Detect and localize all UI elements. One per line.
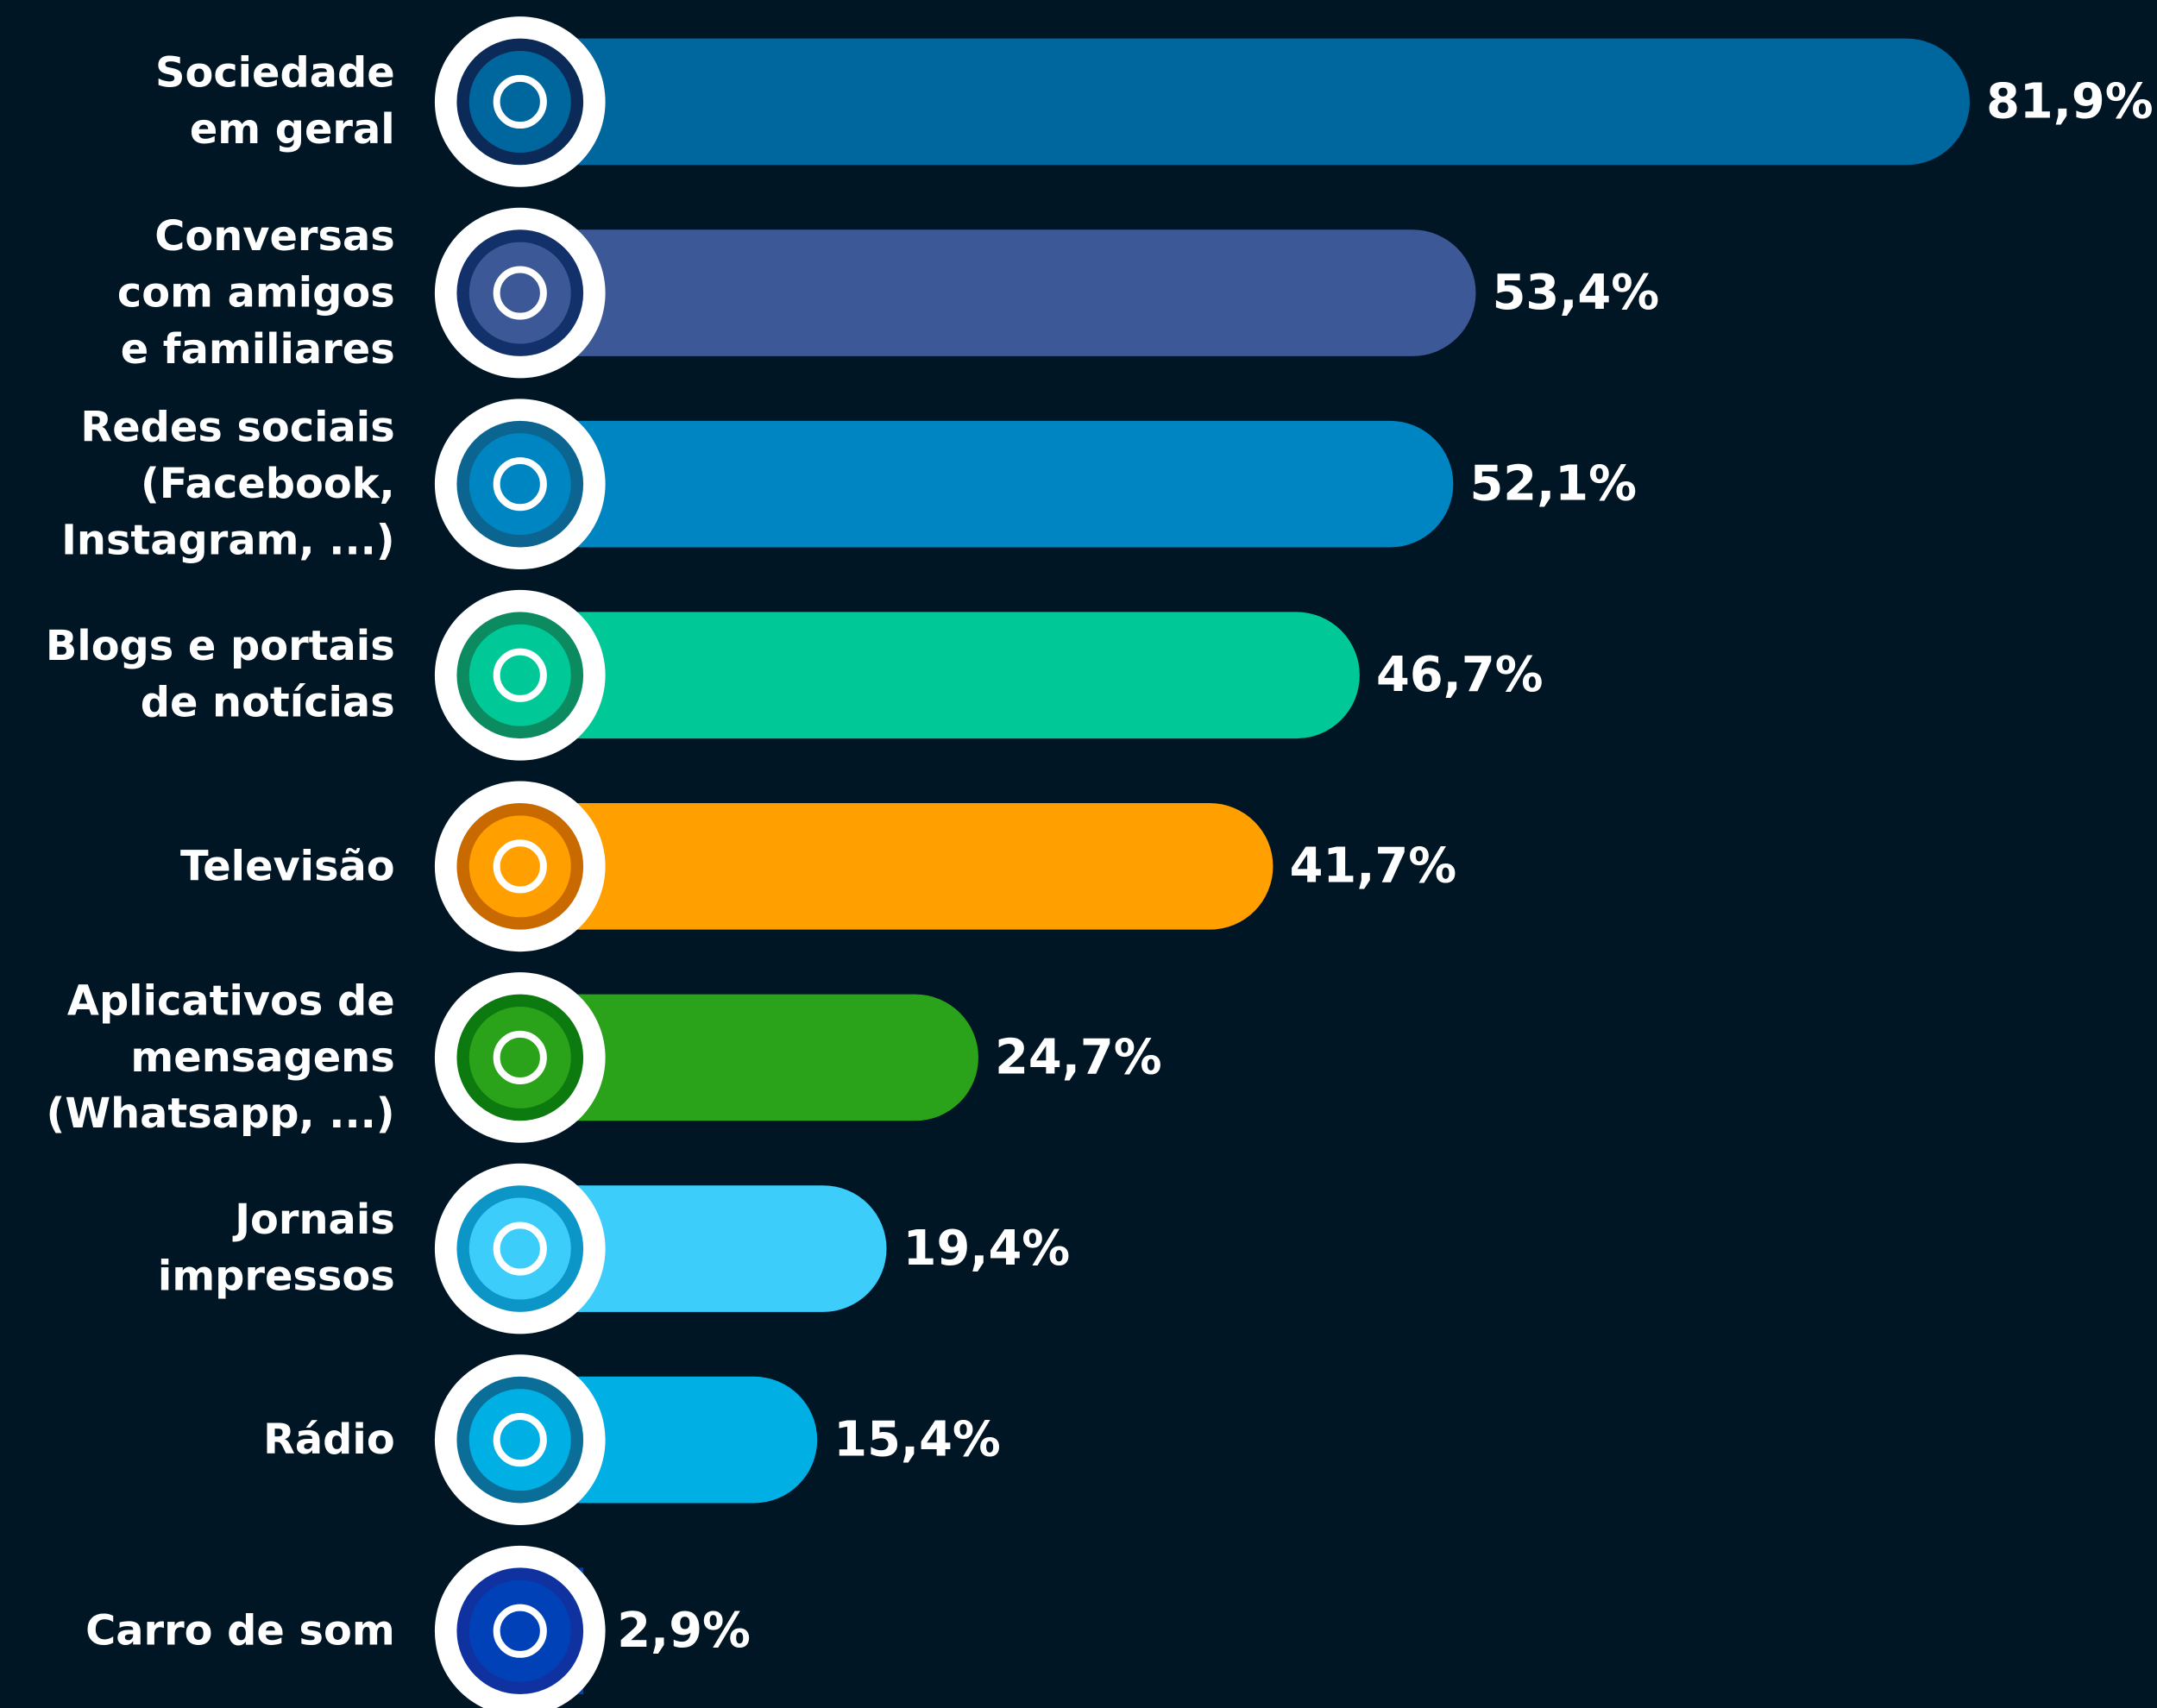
icon-glyph [493, 1413, 547, 1467]
category-label: Rádio [263, 1416, 395, 1465]
category-label-box: Televisão [179, 842, 395, 891]
icon-glyph [493, 1030, 547, 1085]
bar [519, 38, 1970, 166]
value-label: 41,7% [1290, 838, 1457, 895]
category-label: Sociedade em geral [155, 49, 395, 154]
icon-inner [469, 242, 571, 344]
bar [519, 420, 1454, 548]
category-label-box: Carro de som [85, 1606, 395, 1655]
category-label: Redes sociais (Facebook, Instagram, ...) [61, 403, 395, 565]
category-label: Televisão [179, 842, 395, 891]
icon-glyph [493, 266, 547, 320]
bar [519, 229, 1476, 356]
icon-inner [469, 624, 571, 726]
category-label-box: Aplicativos de mensagens (Whatsapp, ...) [46, 976, 395, 1139]
icon-glyph [493, 839, 547, 894]
icon-glyph [493, 1604, 547, 1658]
bar [519, 1185, 887, 1312]
icon-inner [469, 50, 571, 153]
category-label-box: Rádio [263, 1416, 395, 1465]
icon-glyph [493, 648, 547, 702]
bar [519, 994, 978, 1121]
category-label: Carro de som [85, 1606, 395, 1655]
icon-inner [469, 1197, 571, 1300]
value-label: 81,9% [1986, 73, 2154, 129]
category-label: Conversas com amigos e familiares [116, 212, 395, 374]
value-label: 2,9% [617, 1603, 751, 1659]
value-label: 52,1% [1469, 455, 1637, 512]
icon-glyph [493, 74, 547, 129]
icon-inner [469, 1006, 571, 1108]
bar [519, 612, 1360, 739]
value-label: 53,4% [1493, 265, 1660, 321]
bar [519, 803, 1273, 930]
category-label: Jornais impressos [157, 1196, 395, 1302]
icon-inner [469, 1389, 571, 1491]
category-label: Aplicativos de mensagens (Whatsapp, ...) [46, 976, 395, 1139]
icon-glyph [493, 457, 547, 512]
category-label-box: Blogs e portais de notícias [45, 623, 395, 728]
category-label-box: Jornais impressos [157, 1196, 395, 1302]
icon-glyph [493, 1221, 547, 1276]
icon-inner [469, 815, 571, 918]
category-label-box: Sociedade em geral [155, 49, 395, 154]
value-label: 24,7% [995, 1029, 1162, 1085]
category-label-box: Redes sociais (Facebook, Instagram, ...) [61, 403, 395, 565]
value-label: 15,4% [833, 1411, 1001, 1467]
icon-inner [469, 1579, 571, 1682]
category-label: Blogs e portais de notícias [45, 623, 395, 728]
icon-inner [469, 433, 571, 536]
value-label: 19,4% [903, 1221, 1071, 1277]
category-label-box: Conversas com amigos e familiares [116, 212, 395, 374]
value-label: 46,7% [1376, 647, 1544, 703]
